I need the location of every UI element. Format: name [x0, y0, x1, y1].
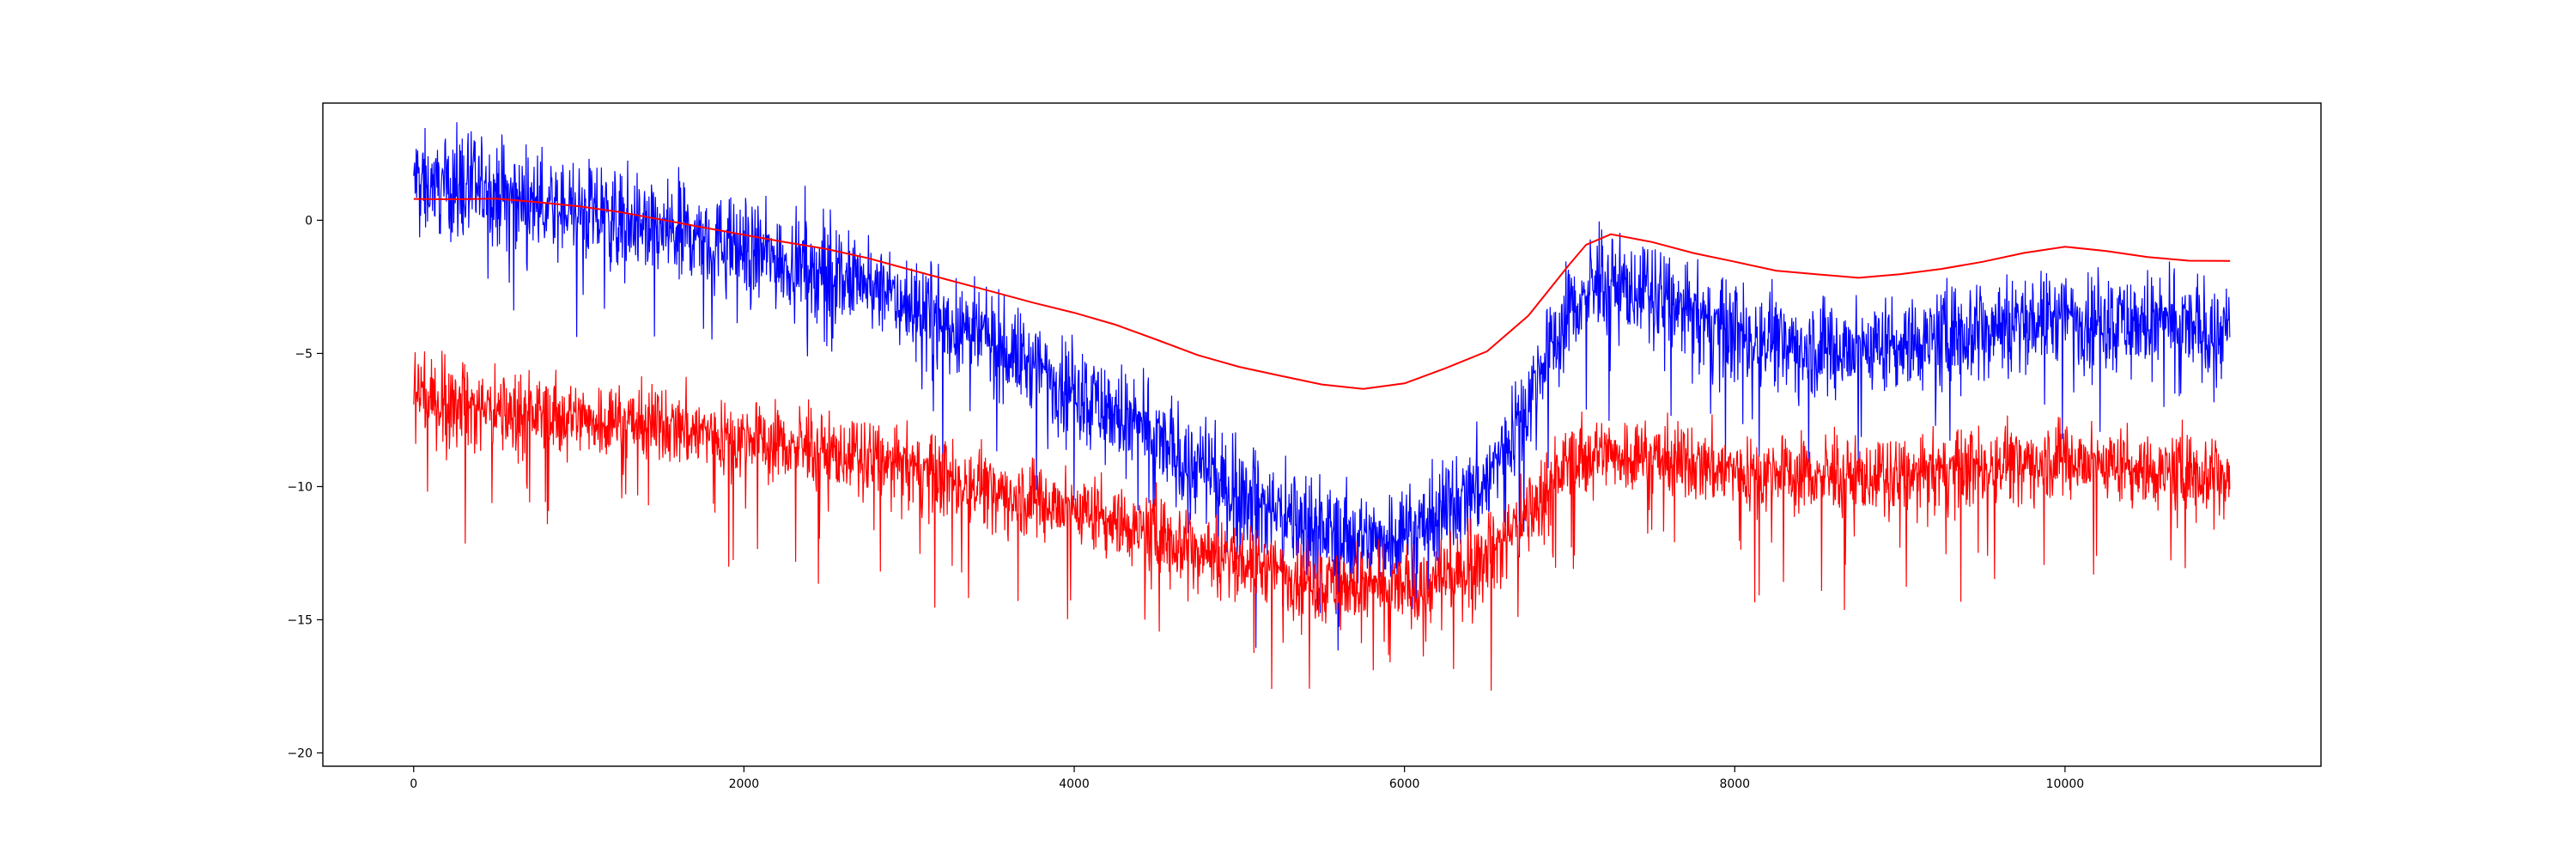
x-tick-label: 8000 [1719, 777, 1750, 791]
y-axis: 0 −5 −10 −15 −20 [287, 214, 323, 760]
plot-frame [322, 102, 2322, 767]
noisy-series-line-0 [413, 122, 2231, 651]
x-tick-label: 0 [410, 777, 417, 791]
y-tick-label: −5 [295, 347, 313, 361]
x-axis: 0 2000 4000 6000 8000 10000 [410, 766, 2084, 791]
y-tick-label: −10 [287, 480, 313, 494]
x-tick-label: 4000 [1059, 777, 1090, 791]
y-tick-label: −15 [287, 613, 313, 627]
y-tick-label: −20 [287, 746, 313, 760]
x-tick-label: 6000 [1389, 777, 1420, 791]
noisy-series-line-1 [413, 350, 2231, 691]
x-tick-label: 10000 [2046, 777, 2085, 791]
smooth-series-line [413, 198, 2231, 390]
y-tick-label: 0 [305, 214, 313, 228]
series-layer [413, 122, 2231, 691]
x-tick-label: 2000 [729, 777, 760, 791]
